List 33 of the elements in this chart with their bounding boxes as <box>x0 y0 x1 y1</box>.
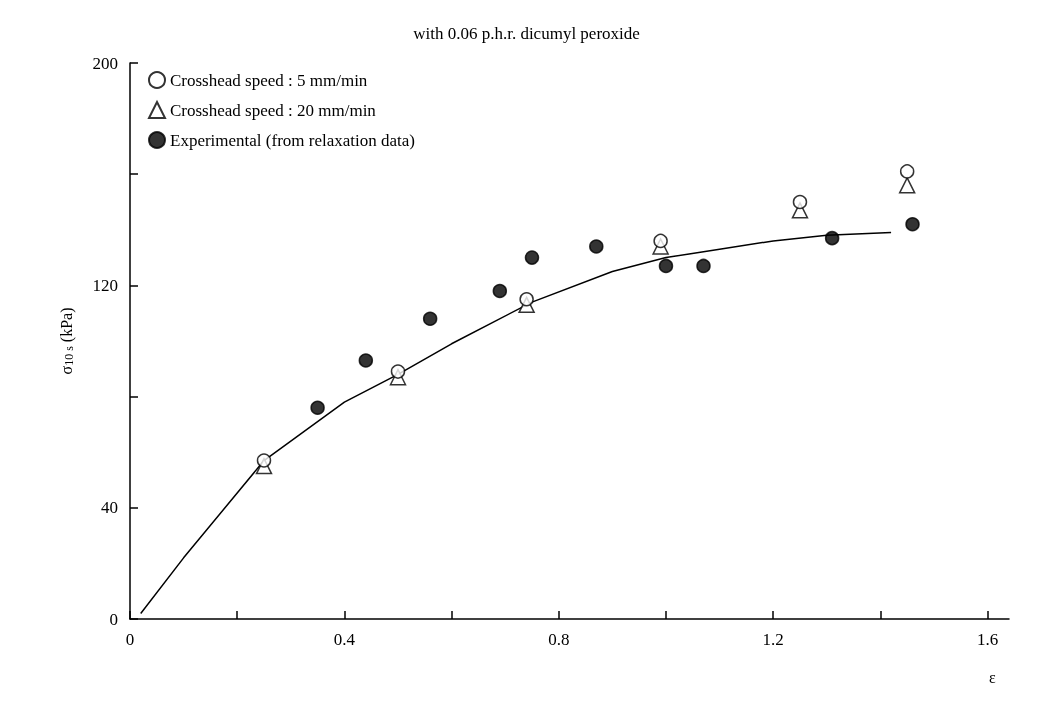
x-tick-label: 0.8 <box>548 630 570 649</box>
legend-label: Crosshead speed : 20 mm/min <box>170 100 377 120</box>
point <box>905 216 920 232</box>
line-series <box>139 231 892 615</box>
point <box>658 258 674 274</box>
point <box>256 453 272 468</box>
y-axis-title: σ10 s (kPa) <box>57 307 76 375</box>
x-axis-title: ε <box>989 668 996 686</box>
point <box>422 311 438 327</box>
x-tick-label: 0.4 <box>333 630 356 649</box>
point <box>898 177 916 194</box>
point <box>824 230 840 246</box>
y-tick-label: 200 <box>92 53 118 73</box>
y-tick-label: 40 <box>101 498 118 518</box>
x-tick-label: 0 <box>125 630 135 649</box>
point <box>390 364 406 379</box>
y-tick-label: 120 <box>92 275 118 295</box>
x-tick-label: 1.6 <box>976 630 999 649</box>
legend-label: Experimental (from relaxation data) <box>170 130 415 150</box>
point <box>310 400 325 415</box>
point <box>519 292 534 307</box>
point <box>492 283 508 299</box>
chart-title: with 0.06 p.h.r. dicumyl peroxide <box>413 24 640 43</box>
x-tick-label: 1.2 <box>762 630 784 649</box>
point <box>358 353 374 368</box>
point <box>792 194 808 210</box>
point <box>653 233 668 249</box>
point <box>589 239 604 254</box>
point <box>524 250 540 265</box>
point <box>899 164 915 179</box>
legend-label: Crosshead speed : 5 mm/min <box>170 70 368 90</box>
y-tick-label: 0 <box>109 609 118 629</box>
point <box>696 258 711 274</box>
